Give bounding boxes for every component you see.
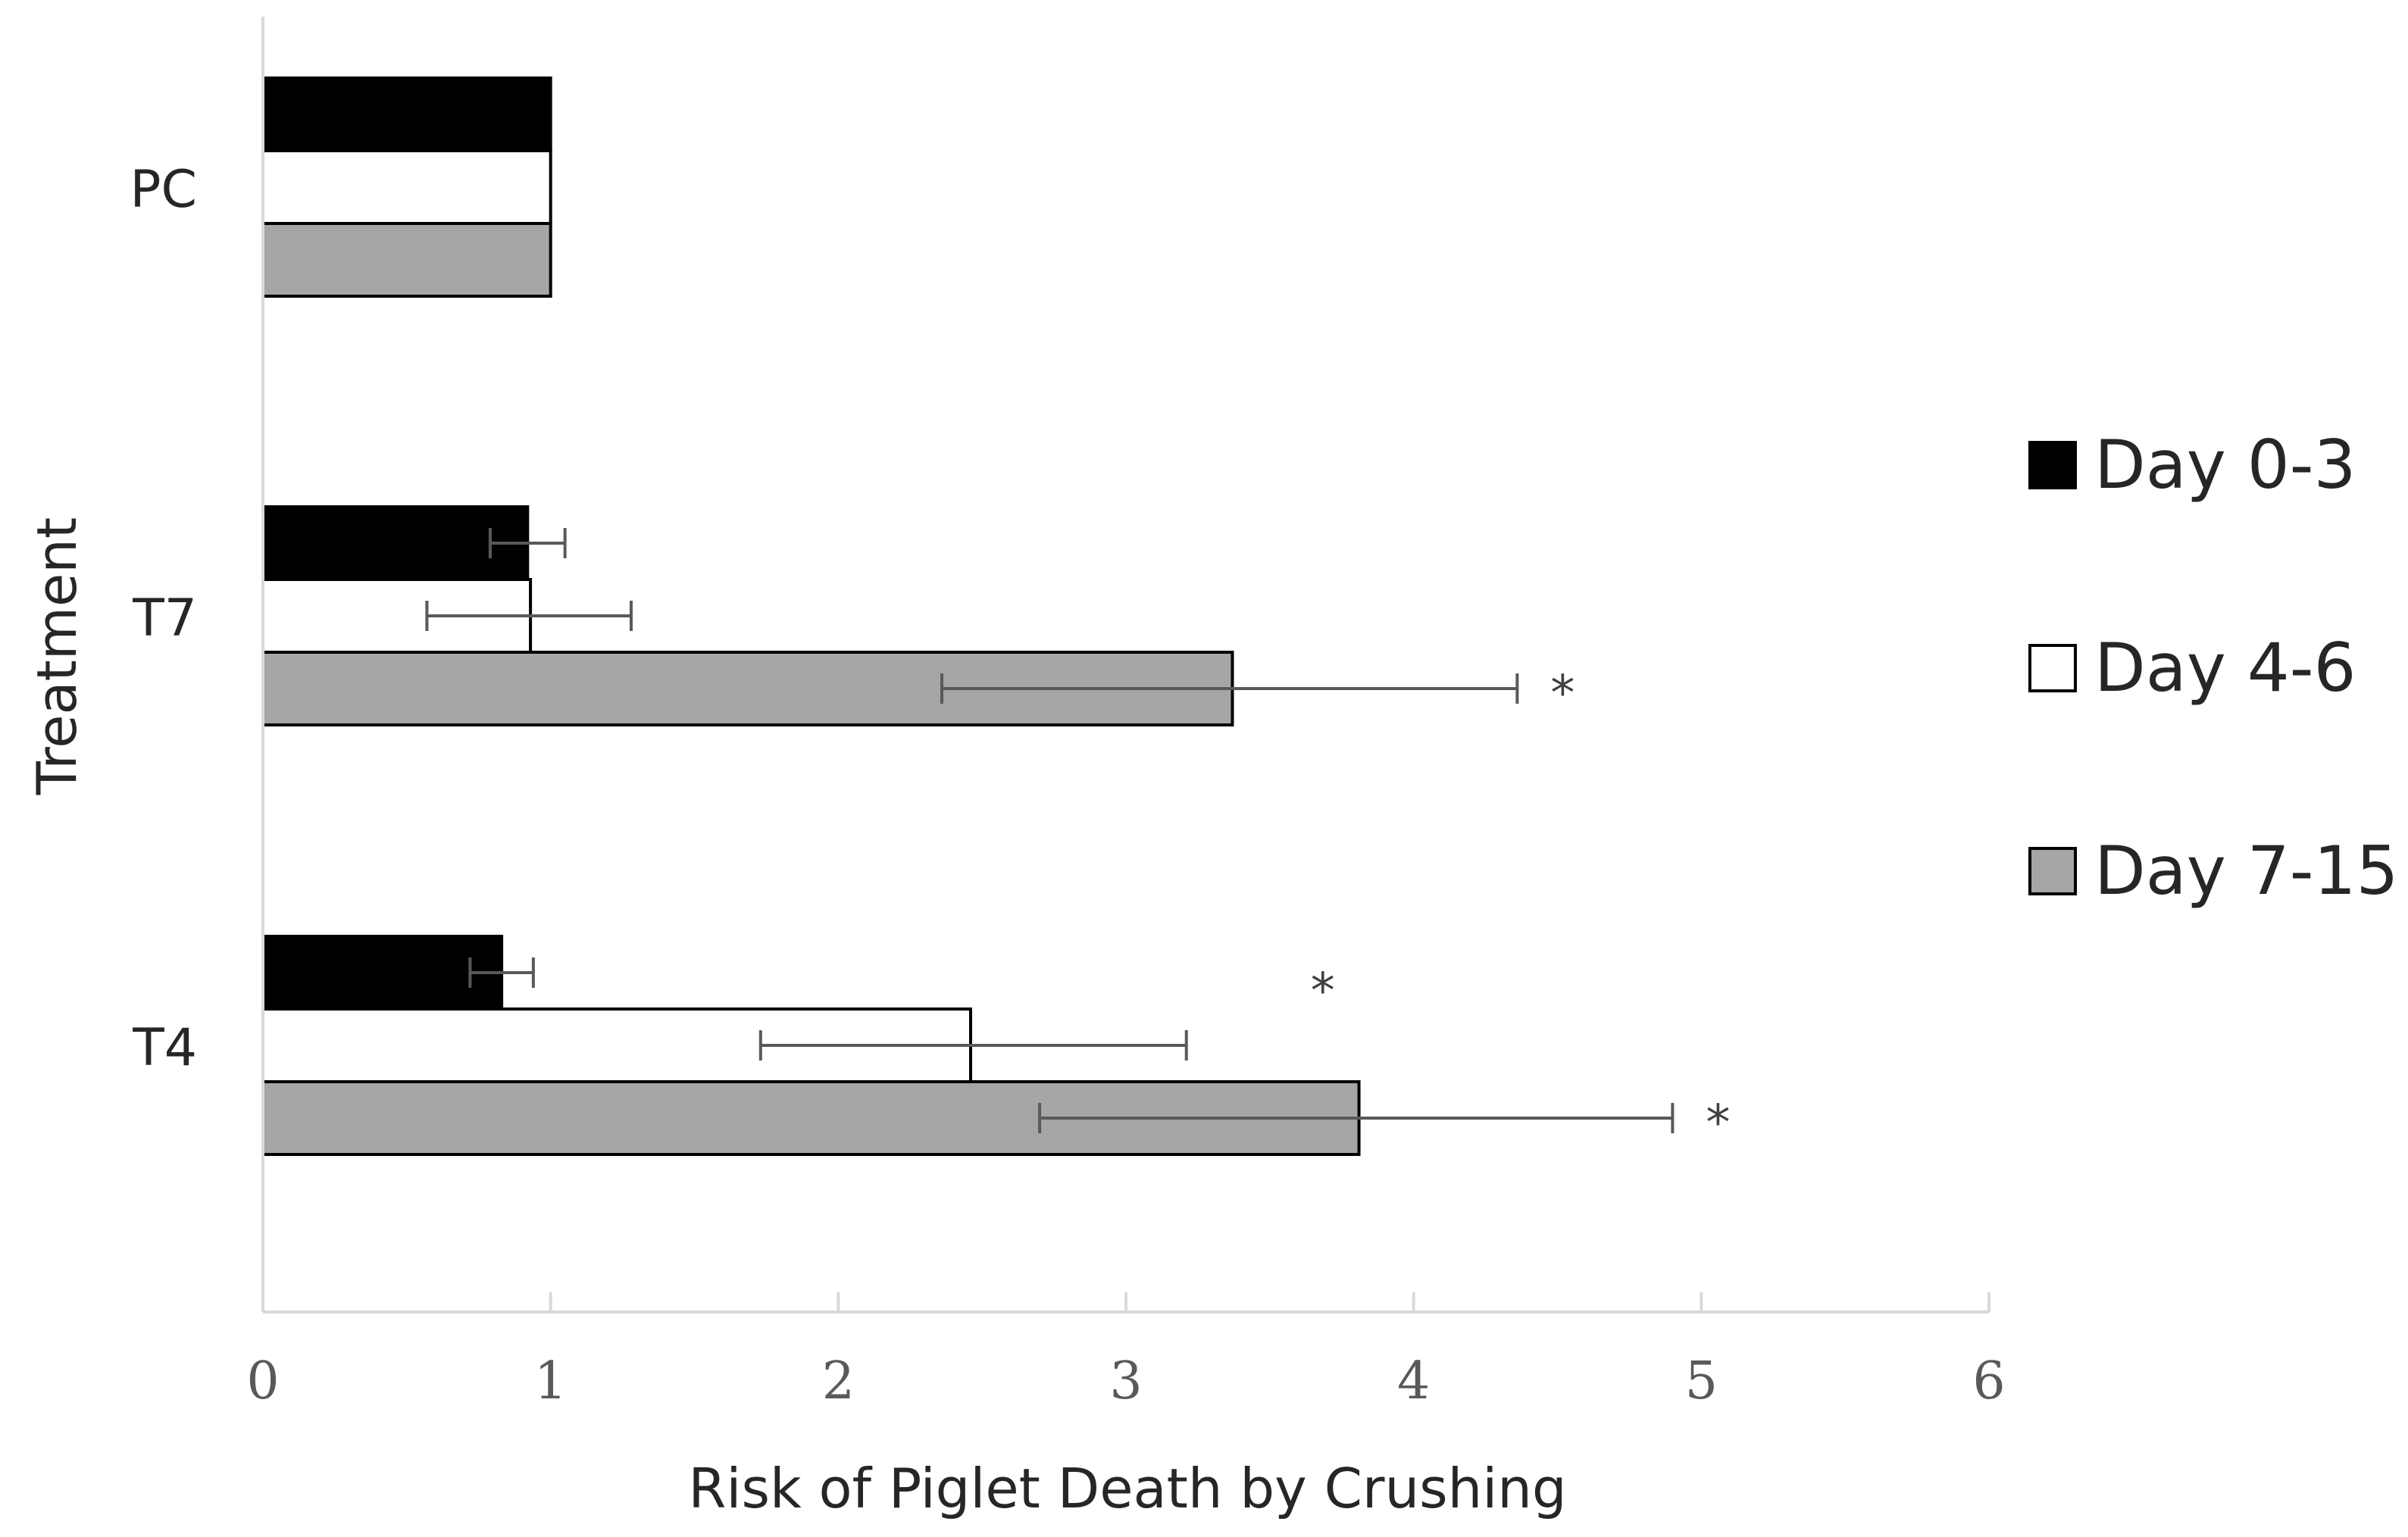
category-label-pc: PC [130,160,198,220]
legend-swatch [2028,441,2077,489]
legend-label: Day 0-3 [2094,426,2356,504]
y-axis-title: Treatment [25,517,89,795]
category-label-t4: T4 [132,1018,197,1078]
legend-item: Day 0-3 [2028,426,2356,504]
axes [261,17,1991,1314]
error-bar [1038,1103,1675,1133]
significance-mark: * [1706,1095,1730,1151]
legend: Day 0-3 Day 4-6 Day 7-15 [2028,426,2398,910]
category-label-t7: T7 [132,589,197,648]
bar-day-4-6-pc [261,149,552,225]
legend-label: Day 4-6 [2094,629,2356,707]
error-bar [488,528,567,558]
x-tick-label: 0 [246,1351,279,1411]
bar-day-0-3-t7 [261,505,530,581]
bar-day-0-3-pc [261,77,552,152]
legend-item: Day 7-15 [2028,832,2398,910]
x-tick-label: 3 [1109,1351,1142,1411]
x-tick-label: 2 [822,1351,855,1411]
significance-mark: * [1550,666,1575,722]
error-bar [425,601,633,631]
error-bar [940,673,1519,704]
legend-swatch [2028,847,2077,895]
legend-swatch [2028,644,2077,692]
legend-item: Day 4-6 [2028,629,2356,707]
x-tick-label: 1 [534,1351,567,1411]
error-bars [425,528,1675,1133]
significance-mark: * [1311,964,1335,1020]
bar-day-0-3-t4 [261,935,504,1011]
x-tick-label: 4 [1397,1351,1430,1411]
x-tick-label: 5 [1685,1351,1718,1411]
x-tick-label: 6 [1972,1351,2005,1411]
labels: 0 1 2 3 4 5 6 PC * T7 * * T4 Risk of Piglet Death by … [25,160,2006,1520]
legend-label: Day 7-15 [2094,832,2398,910]
bar-day-7-15-pc [261,222,552,298]
error-bar [468,958,535,988]
x-axis-title: Risk of Piglet Death by Crushing [688,1457,1566,1520]
error-bar [758,1030,1188,1061]
